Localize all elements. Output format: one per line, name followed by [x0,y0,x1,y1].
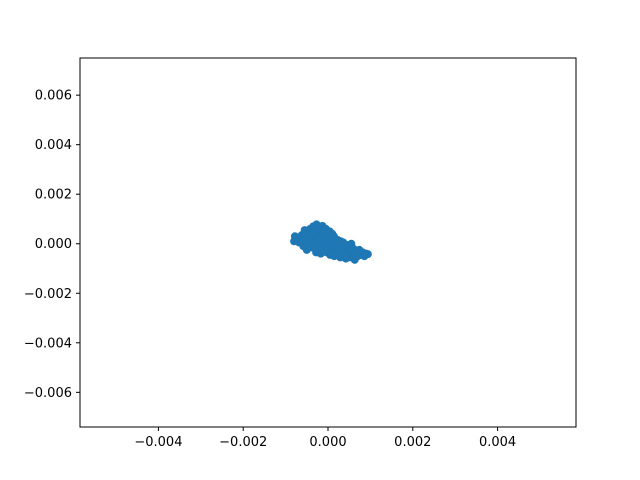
scatter-point [343,252,352,261]
x-tick-label: 0.004 [479,435,516,450]
y-tick-label: −0.002 [24,287,72,302]
scatter-point [308,227,317,236]
x-tick-label: −0.004 [134,435,182,450]
y-tick-label: 0.000 [35,237,72,252]
scatter-point [298,237,307,246]
y-tick-label: 0.002 [35,188,72,203]
scatter-point [352,249,361,258]
scatter-point [320,247,329,256]
scatter-points [290,220,372,264]
y-tick-label: 0.006 [35,89,72,104]
x-tick-label: 0.002 [394,435,431,450]
x-tick-label: −0.002 [219,435,267,450]
y-tick-label: −0.006 [24,386,72,401]
scatter-point [329,232,338,241]
scatter-point [305,237,314,246]
y-tick-label: 0.004 [35,138,72,153]
y-tick-label: −0.004 [24,336,72,351]
x-tick-label: 0.000 [309,435,346,450]
y-axis: 0.006 0.004 0.002 0.000 −0.002 −0.004 −0.006 [24,89,80,401]
scatter-point [338,240,347,249]
scatter-point [332,247,341,256]
x-axis: −0.004 −0.002 0.000 0.002 0.004 [134,427,516,450]
scatter-point [319,228,328,237]
scatter-point [363,250,372,259]
scatter-point [312,244,321,253]
